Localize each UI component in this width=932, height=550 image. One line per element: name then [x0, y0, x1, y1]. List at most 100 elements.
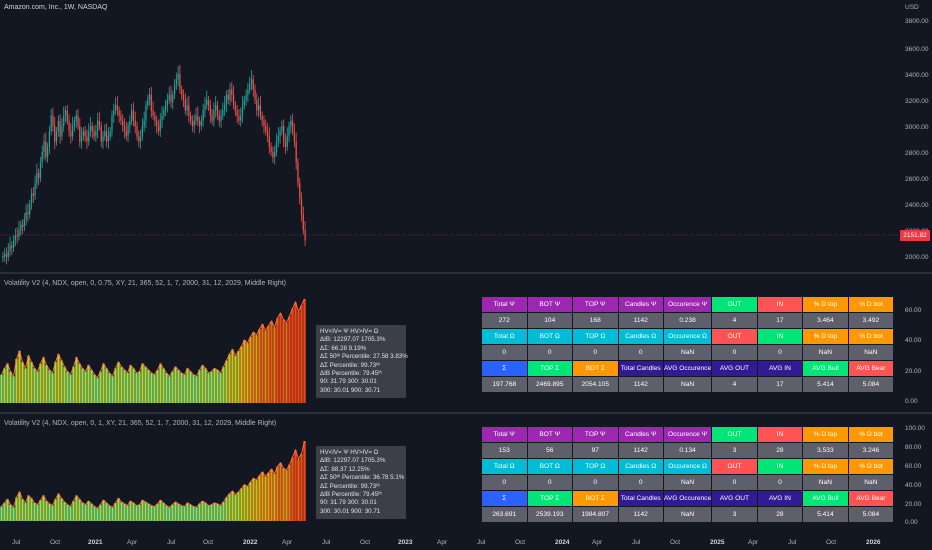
- stats-cell: 3.492: [847, 312, 895, 329]
- candle-body: [50, 115, 52, 132]
- volatility-bar: [228, 354, 231, 403]
- volatility-bar: [21, 362, 24, 403]
- stats-cell: 28: [756, 506, 804, 523]
- volatility-bar: [291, 457, 294, 521]
- pane-divider-1[interactable]: [0, 272, 932, 274]
- indicator-1-title[interactable]: Volatility V2 (4, NDX, open, 0, 0.75, XY…: [4, 280, 286, 287]
- volatility-bar: [300, 453, 303, 521]
- candle-body: [95, 131, 97, 137]
- candle-body: [129, 120, 131, 126]
- stats-cell: 2054.105: [572, 376, 619, 393]
- volatility-bar: [270, 469, 273, 521]
- candle-body: [268, 136, 270, 147]
- volatility-bar: [243, 339, 246, 403]
- price-chart[interactable]: [0, 0, 932, 272]
- volatility-bar: [261, 324, 264, 403]
- stats-cell: 4: [711, 312, 758, 329]
- time-axis-label: Oct: [360, 539, 371, 546]
- candle-body: [173, 84, 176, 95]
- volatility-bar: [276, 466, 279, 521]
- volatility-bar: [240, 488, 243, 521]
- volatility-bar: [264, 330, 267, 403]
- pane-divider-2[interactable]: [0, 412, 932, 414]
- volatility-bar: [138, 504, 141, 521]
- time-axis-label: 2026: [866, 539, 881, 546]
- info-line: ΔΣ 50ᵗʰ Percentile: 27.58 3.83%: [320, 353, 408, 361]
- candle-body: [232, 94, 235, 106]
- stats-cell: 1142: [617, 442, 664, 459]
- candle-body: [25, 212, 27, 220]
- stats-cell: 1142: [617, 506, 664, 523]
- time-axis-label: Apr: [748, 539, 759, 546]
- volatility-bar: [288, 464, 291, 521]
- volatility-bar: [303, 299, 306, 403]
- volatility-bar: [30, 498, 33, 521]
- volatility-bar: [138, 371, 141, 403]
- candle-body: [32, 193, 34, 196]
- info-line: ΔΣ: 88.37 12.25%: [320, 465, 370, 473]
- candle-body: [104, 131, 106, 137]
- volatility-bar: [36, 371, 39, 403]
- stats-cell: 3.464: [802, 312, 849, 329]
- candle-body: [12, 240, 15, 248]
- volatility-bar: [72, 366, 75, 403]
- stats-cell: 0: [711, 344, 758, 361]
- volatility-bar: [288, 316, 291, 403]
- candle-body: [240, 115, 242, 121]
- candle-body: [243, 100, 245, 106]
- info-line: HV<IV= Ψ HV>IV= Ω: [320, 449, 379, 456]
- candle-body: [134, 120, 136, 126]
- stats-cell: IN: [756, 426, 804, 443]
- volatility-bar: [153, 506, 156, 521]
- volatility-bar: [114, 502, 117, 521]
- info-line: ΔIB: 12297.07 1705.3%: [320, 457, 386, 465]
- stats-cell: 5.084: [847, 376, 895, 393]
- volatility-bar: [48, 503, 51, 521]
- symbol-title: Amazon.com, Inc., 1W, NASDAQ: [4, 4, 108, 11]
- candle-body: [34, 183, 36, 196]
- stats-cell: 3: [711, 442, 758, 459]
- stats-cell: 4: [711, 376, 758, 393]
- volatility-bar: [75, 357, 78, 403]
- volatility-bar: [9, 504, 12, 521]
- candle-body: [73, 120, 76, 126]
- time-axis-label: 2021: [88, 539, 103, 546]
- volatility-bar: [6, 499, 9, 521]
- time-axis-label: 2025: [710, 539, 725, 546]
- candle-body: [182, 94, 185, 100]
- stats-cell: TOP Ω: [572, 458, 619, 475]
- candle-body: [198, 120, 201, 126]
- candle-body: [181, 89, 183, 95]
- volatility-bar: [294, 450, 297, 521]
- candle-body: [247, 89, 249, 95]
- volatility-bar: [165, 505, 168, 521]
- indicator-1-stats-table: Total Ψ BOT Ψ TOP Ψ Candles Ψ Occurence Ψ OUT…: [481, 296, 895, 393]
- volatility-bar: [78, 363, 81, 403]
- volatility-bar: [291, 308, 294, 403]
- volatility-bar: [144, 501, 147, 521]
- candle-body: [46, 146, 49, 158]
- volatility-bar: [150, 373, 153, 403]
- info-line: 300: 30.01 900: 30.71: [320, 507, 381, 515]
- info-line: ΔIB: 12297.07 1705.3%: [320, 336, 386, 344]
- price-axis-label: 2000.00: [905, 254, 929, 261]
- stats-cell: 153: [481, 442, 528, 459]
- candle-body: [177, 74, 179, 80]
- volatility-bar: [78, 499, 81, 521]
- stats-row: Total Ω BOT Ω TOP Ω Candles Ω Occurence Ω OUT…: [481, 458, 895, 475]
- stats-row: 0 0 0 0 NaN 0 0 NaN NaN: [481, 344, 895, 361]
- volatility-bar: [117, 362, 120, 403]
- volatility-bar: [33, 502, 36, 521]
- stats-cell: 0: [526, 474, 573, 491]
- volatility-bar: [105, 502, 108, 521]
- candle-body: [91, 126, 93, 132]
- volatility-bar: [180, 373, 183, 403]
- candle-body: [191, 120, 194, 126]
- indicator-2-title[interactable]: Volatility V2 (4, NDX, open, 0, 1, XY, 2…: [4, 420, 277, 427]
- volatility-bar: [27, 355, 30, 403]
- stats-cell: Total Ω: [481, 458, 528, 475]
- candle-body: [275, 141, 278, 152]
- volatility-bar: [147, 503, 150, 521]
- time-axis-label: Oct: [670, 539, 681, 546]
- candle-body: [157, 126, 160, 132]
